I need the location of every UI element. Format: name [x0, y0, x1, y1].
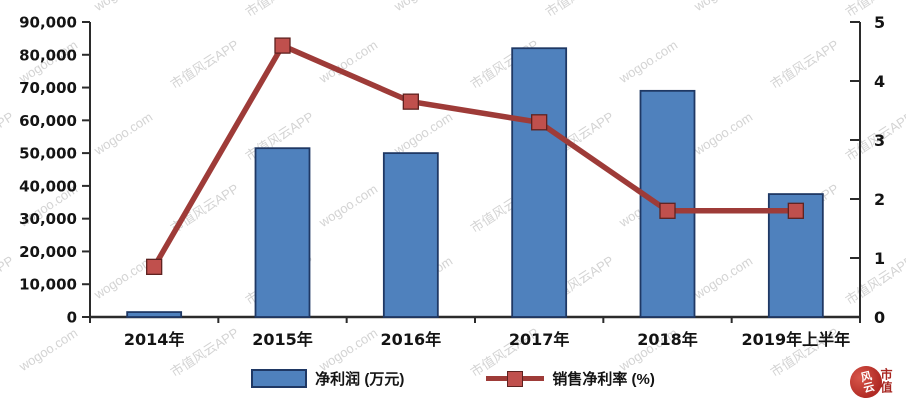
- legend-label-net-profit: 净利润 (万元): [315, 371, 405, 388]
- y-axis-left-label: 40,000: [19, 177, 77, 195]
- bar: [126, 311, 183, 318]
- y-axis-right-label: 1: [874, 249, 885, 268]
- line-marker: [659, 202, 676, 219]
- bar: [254, 147, 311, 318]
- line-marker: [274, 37, 291, 54]
- seal-circle-text: 风云: [858, 369, 875, 395]
- legend-item-net-margin: 销售净利率 (%): [486, 368, 655, 389]
- net-margin-line: [151, 42, 796, 269]
- seal-side-text: 市值: [879, 368, 893, 394]
- y-axis-left-label: 80,000: [19, 46, 77, 64]
- line-marker: [787, 202, 804, 219]
- bar: [511, 47, 568, 318]
- line-marker: [402, 93, 419, 110]
- line-marker: [146, 258, 163, 276]
- y-axis-right-label: 0: [874, 308, 885, 327]
- y-axis-left-label: 60,000: [19, 112, 77, 130]
- y-axis-left-label: 20,000: [19, 243, 77, 261]
- legend: 净利润 (万元) 销售净利率 (%): [0, 368, 906, 389]
- y-axis-left-label: 30,000: [19, 210, 77, 228]
- line-marker: [531, 114, 548, 131]
- legend-label-net-margin: 销售净利率 (%): [552, 371, 655, 388]
- legend-line-marker: [507, 370, 524, 387]
- y-axis-left-label: 50,000: [19, 145, 77, 163]
- legend-line-swatch-icon: [486, 370, 545, 387]
- y-axis-right-label: 4: [874, 72, 885, 91]
- y-axis-right-label: 3: [874, 131, 885, 150]
- y-axis-left-label: 70,000: [19, 79, 77, 97]
- y-axis-left-label: 90,000: [19, 14, 77, 32]
- legend-item-net-profit: 净利润 (万元): [251, 368, 404, 389]
- y-axis-right-label: 2: [874, 190, 885, 209]
- y-axis-right-label: 5: [874, 13, 885, 32]
- y-axis-left-label: 0: [67, 309, 77, 327]
- seal-logo: 风云 市值: [846, 356, 902, 414]
- bar: [382, 152, 439, 318]
- legend-bar-swatch-icon: [251, 369, 308, 388]
- x-axis-label: 2019年上半年: [742, 330, 851, 349]
- y-axis-left-label: 10,000: [19, 276, 77, 294]
- x-axis-label: 2015年: [252, 330, 313, 349]
- x-axis-label: 2014年: [124, 330, 185, 349]
- x-axis-label: 2018年: [637, 330, 698, 349]
- x-axis-label: 2016年: [381, 330, 442, 349]
- x-axis-label: 2017年: [509, 330, 570, 349]
